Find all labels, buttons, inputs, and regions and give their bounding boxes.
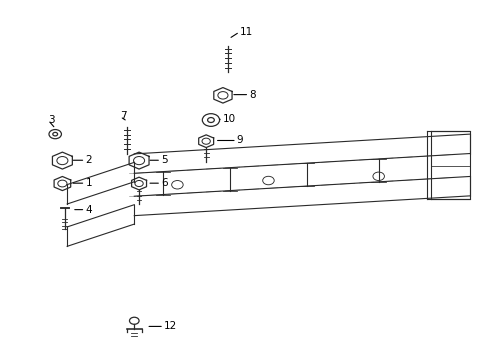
Text: 8: 8 [249,90,255,100]
Text: 1: 1 [85,178,92,188]
Text: 10: 10 [223,114,236,124]
Text: 12: 12 [163,321,177,332]
Text: 6: 6 [161,178,167,188]
Text: 3: 3 [48,115,55,125]
Text: 11: 11 [239,27,252,37]
Text: 7: 7 [120,112,126,121]
Text: 9: 9 [236,135,243,145]
Text: 5: 5 [161,155,167,165]
Text: 4: 4 [85,204,92,215]
Text: 2: 2 [85,155,92,165]
